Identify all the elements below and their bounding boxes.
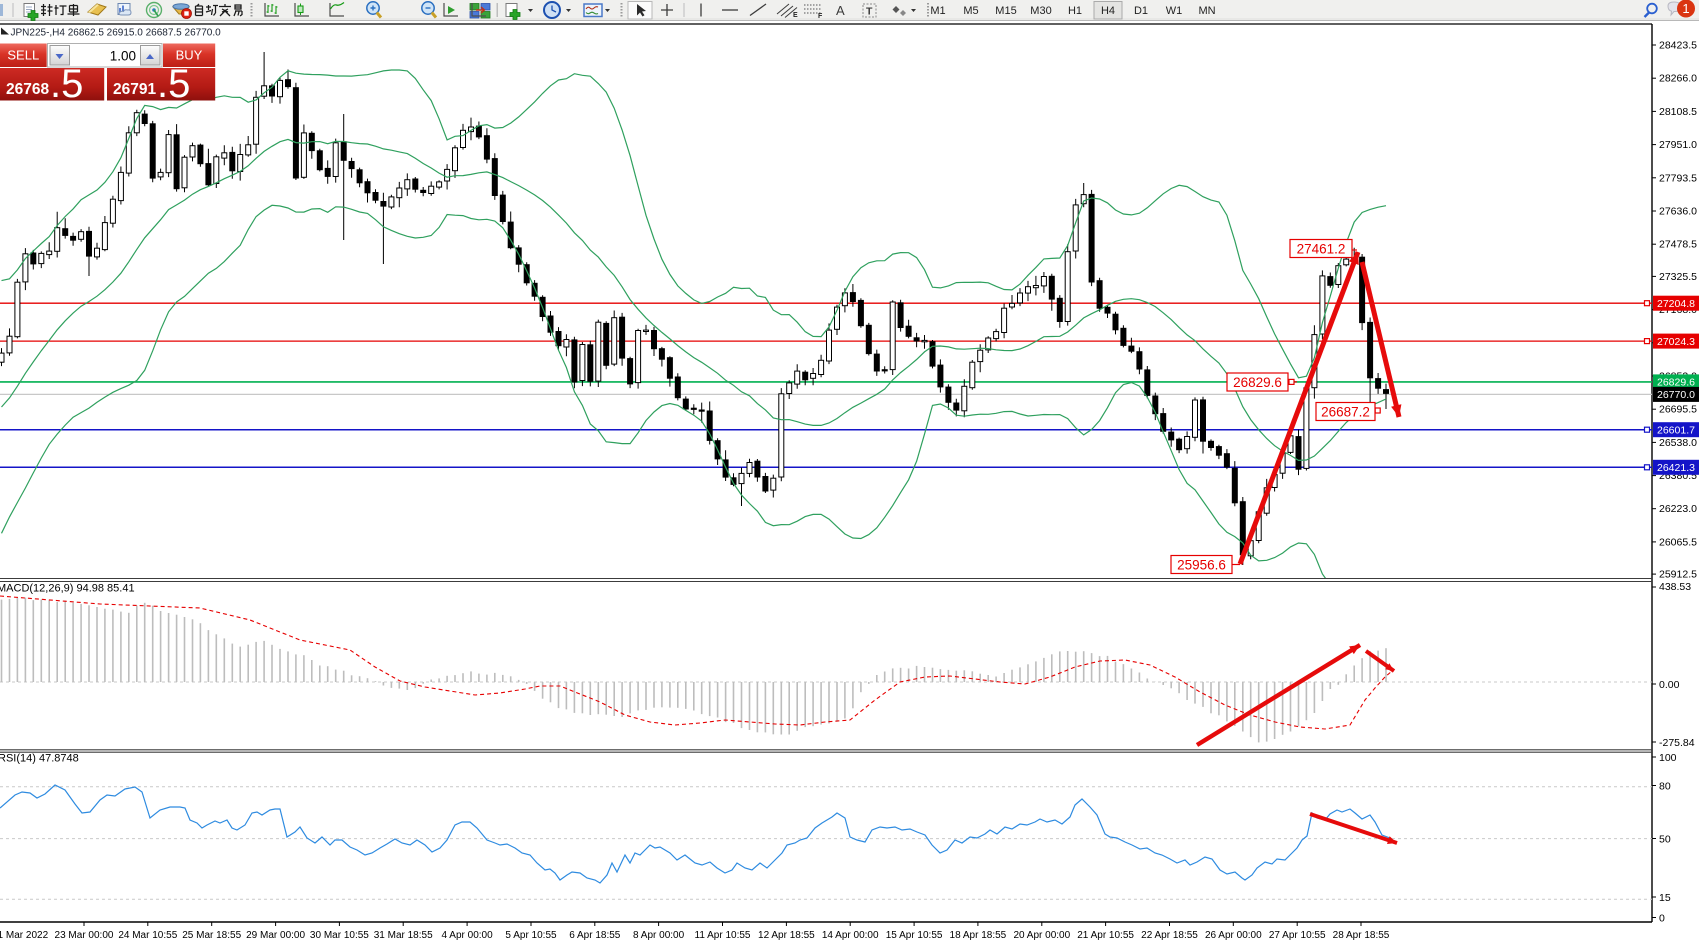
svg-text:26791: 26791	[113, 81, 156, 98]
svg-text:.5: .5	[157, 62, 190, 106]
svg-text:26829.6: 26829.6	[1657, 377, 1695, 389]
svg-text:28 Apr 18:55: 28 Apr 18:55	[1333, 930, 1390, 941]
svg-text:4 Apr 00:00: 4 Apr 00:00	[442, 930, 494, 941]
svg-text:A: A	[836, 3, 845, 18]
svg-text:1: 1	[1682, 1, 1689, 16]
svg-text:21 Mar 2022: 21 Mar 2022	[0, 930, 49, 941]
svg-text:28423.5: 28423.5	[1659, 40, 1697, 52]
svg-text:M30: M30	[1030, 5, 1051, 17]
svg-text:MN: MN	[1198, 5, 1215, 17]
svg-text:27024.3: 27024.3	[1657, 336, 1695, 348]
svg-text:15: 15	[1659, 892, 1671, 904]
svg-text:26770.0: 26770.0	[1657, 389, 1695, 401]
svg-text:.5: .5	[50, 62, 83, 106]
svg-text:E: E	[793, 12, 798, 19]
svg-text:27793.5: 27793.5	[1659, 172, 1697, 184]
svg-text:438.53: 438.53	[1659, 581, 1691, 593]
svg-text:24 Mar 10:55: 24 Mar 10:55	[118, 930, 177, 941]
svg-text:W1: W1	[1166, 5, 1183, 17]
svg-text:22 Apr 18:55: 22 Apr 18:55	[1141, 930, 1198, 941]
svg-text:31 Mar 18:55: 31 Mar 18:55	[374, 930, 433, 941]
svg-text:80: 80	[1659, 781, 1671, 793]
svg-text:6 Apr 18:55: 6 Apr 18:55	[569, 930, 621, 941]
svg-text:1.00: 1.00	[110, 49, 136, 64]
svg-text:21 Apr 10:55: 21 Apr 10:55	[1077, 930, 1134, 941]
svg-text:27461.2: 27461.2	[1297, 242, 1346, 257]
svg-text:MACD(12,26,9) 94.98 85.41: MACD(12,26,9) 94.98 85.41	[0, 583, 135, 595]
svg-text:28108.5: 28108.5	[1659, 106, 1697, 118]
svg-text:M1: M1	[930, 5, 945, 17]
svg-text:8 Apr 00:00: 8 Apr 00:00	[633, 930, 685, 941]
svg-text:25 Mar 18:55: 25 Mar 18:55	[182, 930, 241, 941]
svg-text:26687.2: 26687.2	[1321, 405, 1370, 420]
svg-text:11 Apr 10:55: 11 Apr 10:55	[695, 930, 751, 941]
svg-text:26065.5: 26065.5	[1659, 536, 1697, 548]
svg-text:H1: H1	[1068, 5, 1082, 17]
svg-text:26538.0: 26538.0	[1659, 437, 1697, 449]
svg-text:14 Apr 00:00: 14 Apr 00:00	[822, 930, 879, 941]
svg-text:26 Apr 00:00: 26 Apr 00:00	[1205, 930, 1262, 941]
svg-text:26421.3: 26421.3	[1657, 462, 1695, 474]
svg-text:27636.0: 27636.0	[1659, 206, 1697, 218]
svg-text:30 Mar 10:55: 30 Mar 10:55	[310, 930, 369, 941]
svg-text:SELL: SELL	[7, 48, 39, 63]
svg-text:M15: M15	[995, 5, 1016, 17]
svg-text:BUY: BUY	[176, 48, 203, 63]
svg-text:T: T	[866, 6, 873, 18]
svg-text:26695.5: 26695.5	[1659, 404, 1697, 416]
svg-text:26601.7: 26601.7	[1657, 425, 1695, 437]
svg-text:D1: D1	[1134, 5, 1148, 17]
svg-text:H4: H4	[1101, 5, 1115, 17]
svg-text:-275.84: -275.84	[1659, 737, 1695, 749]
svg-text:26223.0: 26223.0	[1659, 503, 1697, 515]
svg-text:0.00: 0.00	[1659, 679, 1680, 691]
svg-text:27951.0: 27951.0	[1659, 139, 1697, 151]
svg-text:12 Apr 18:55: 12 Apr 18:55	[758, 930, 815, 941]
svg-text:15 Apr 10:55: 15 Apr 10:55	[886, 930, 943, 941]
svg-text:F: F	[818, 13, 823, 20]
svg-text:5 Apr 10:55: 5 Apr 10:55	[505, 930, 557, 941]
svg-text:25912.5: 25912.5	[1659, 569, 1697, 581]
svg-text:20 Apr 00:00: 20 Apr 00:00	[1013, 930, 1070, 941]
svg-text:JPN225-,H4 26862.5 26915.0 26: JPN225-,H4 26862.5 26915.0 26687.5 26770…	[11, 28, 222, 39]
svg-text:29 Mar 00:00: 29 Mar 00:00	[246, 930, 305, 941]
svg-text:27204.8: 27204.8	[1657, 298, 1695, 310]
svg-text:27 Apr 10:55: 27 Apr 10:55	[1269, 930, 1326, 941]
svg-text:28266.0: 28266.0	[1659, 73, 1697, 85]
svg-text:26768: 26768	[6, 81, 49, 98]
svg-text:27325.5: 27325.5	[1659, 271, 1697, 283]
svg-text:100: 100	[1659, 752, 1677, 764]
svg-text:25956.6: 25956.6	[1177, 558, 1226, 573]
svg-text:26829.6: 26829.6	[1233, 375, 1282, 390]
svg-text:18 Apr 18:55: 18 Apr 18:55	[950, 930, 1007, 941]
svg-text:23 Mar 00:00: 23 Mar 00:00	[55, 930, 114, 941]
svg-text:RSI(14) 47.8748: RSI(14) 47.8748	[0, 753, 79, 765]
svg-text:27478.5: 27478.5	[1659, 239, 1697, 251]
svg-text:M5: M5	[963, 5, 978, 17]
svg-text:0: 0	[1659, 913, 1665, 925]
svg-text:50: 50	[1659, 834, 1671, 846]
